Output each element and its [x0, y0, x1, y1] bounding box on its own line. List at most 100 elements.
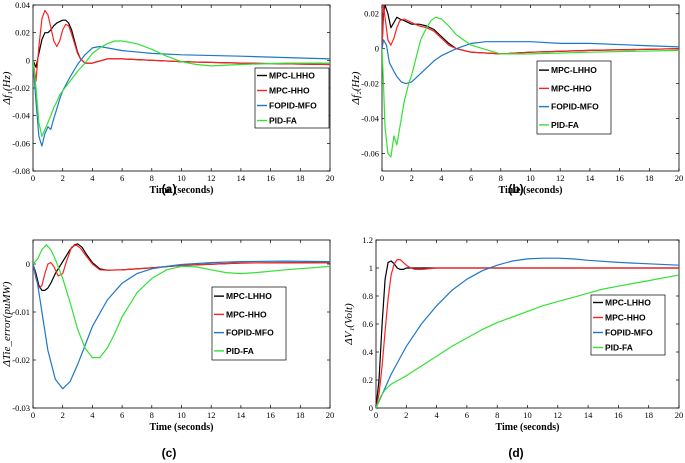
legend: MPC-LHHO MPC-HHO FOPID-MFO PID-FA	[536, 60, 612, 135]
x-tick-label: 4	[439, 173, 444, 183]
legend-label-mpc-lhho: MPC-LHHO	[551, 65, 597, 75]
x-tick-label: 16	[615, 173, 624, 183]
y-axis-label: Δf₂(Hz)	[350, 71, 362, 105]
x-tick-label: 8	[499, 173, 503, 183]
chart-panel-c: 0 2 4 6 8 10 12 14 16 18 20 0 -0.01 -0.02 -0.03 Time (s…	[1, 239, 335, 460]
x-tick-label: 4	[434, 410, 439, 420]
x-tick-label: 20	[326, 410, 335, 420]
legend-box	[590, 294, 666, 356]
x-tick-label: 2	[404, 410, 408, 420]
x-tick-label: 2	[410, 173, 414, 183]
y-axis-label: Δf₁(Hz)	[1, 71, 13, 105]
series-line-pid-fa	[382, 16, 679, 158]
y-axis-label: ΔV₁(Volt)	[343, 303, 355, 346]
legend-box	[211, 286, 287, 361]
legend-box	[536, 60, 612, 135]
y-tick-label: -0.02	[361, 79, 379, 89]
y-tick-label: -0.06	[12, 138, 30, 148]
y-tick-label: -0.02	[12, 83, 30, 93]
x-axis-label: Time (seconds)	[499, 185, 563, 196]
panel-caption: (d)	[508, 446, 523, 460]
y-tick-label: 0	[26, 259, 30, 269]
x-tick-label: 8	[150, 173, 154, 183]
series-line-mpc-hho	[376, 259, 679, 408]
x-tick-label: 8	[150, 410, 154, 420]
panel-caption: (a)	[162, 182, 177, 196]
chart-panel-d: 0 2 4 6 8 10 12 14 16 18 20 1.2 1 0.8 0.6 0.4 0.2 0 Time (…	[343, 235, 683, 460]
x-axis-label: Time (seconds)	[496, 422, 560, 433]
x-tick-label: 20	[675, 173, 684, 183]
x-tick-label: 6	[469, 173, 473, 183]
y-tick-label: 1.2	[362, 235, 373, 245]
legend-label-mpc-hho: MPC-HHO	[605, 313, 646, 323]
x-tick-label: 4	[90, 173, 95, 183]
y-tick-label: -0.04	[361, 114, 379, 124]
panel-caption: (b)	[508, 182, 523, 196]
series-line-pid-fa	[33, 40, 330, 137]
x-tick-label: 10	[177, 173, 186, 183]
x-tick-label: 0	[31, 410, 35, 420]
plot-area	[381, 4, 680, 172]
x-tick-label: 18	[644, 410, 653, 420]
series-line-fopid-mfo	[33, 45, 330, 147]
legend: MPC-LHHO MPC-HHO FOPID-MFO PID-FA	[211, 286, 287, 361]
legend-label-fopid-mfo: FOPID-MFO	[226, 328, 274, 338]
legend-label-mpc-hho: MPC-HHO	[226, 309, 267, 319]
legend-label-mpc-hho: MPC-HHO	[269, 86, 310, 96]
legend-label-mpc-lhho: MPC-LHHO	[226, 291, 272, 301]
series-line-pid-fa	[33, 244, 330, 359]
x-tick-label: 0	[380, 173, 384, 183]
x-tick-label: 14	[584, 410, 593, 420]
x-tick-label: 16	[266, 410, 275, 420]
y-tick-label: -0.03	[12, 403, 30, 413]
chart-panel-b: 0 2 4 6 8 10 12 14 16 18 20 0.02 0 -0.02 -0.04 -0.06 Tim…	[350, 4, 684, 196]
y-tick-label: -0.06	[361, 149, 379, 159]
x-tick-label: 6	[465, 410, 469, 420]
x-axis-label: Time (seconds)	[150, 422, 214, 433]
x-tick-label: 20	[326, 173, 335, 183]
y-tick-label: -0.04	[12, 111, 30, 121]
series-line-fopid-mfo	[33, 260, 330, 390]
series-line-pid-fa	[376, 274, 679, 408]
series-line-mpc-hho	[382, 5, 679, 55]
y-tick-label: 1	[369, 263, 373, 273]
legend-label-fopid-mfo: FOPID-MFO	[551, 102, 599, 112]
legend-label-pid-fa: PID-FA	[605, 343, 633, 353]
legend-label-pid-fa: PID-FA	[226, 346, 254, 356]
legend-label-fopid-mfo: FOPID-MFO	[269, 101, 317, 111]
x-tick-label: 16	[266, 173, 275, 183]
y-tick-label: 0	[26, 55, 30, 65]
x-tick-label: 14	[237, 410, 246, 420]
legend-label-pid-fa: PID-FA	[269, 116, 297, 126]
x-tick-label: 16	[614, 410, 623, 420]
series-line-fopid-mfo	[376, 257, 679, 408]
legend-box	[254, 67, 330, 129]
legend: MPC-LHHO MPC-HHO FOPID-MFO PID-FA	[590, 294, 666, 356]
x-tick-label: 6	[120, 173, 124, 183]
x-tick-label: 6	[120, 410, 124, 420]
series-line-fopid-mfo	[382, 39, 679, 85]
x-tick-label: 12	[556, 173, 565, 183]
y-tick-label: -0.08	[12, 166, 30, 176]
y-tick-label: -0.02	[12, 355, 30, 365]
y-tick-label: 0.02	[364, 9, 379, 19]
x-tick-label: 10	[523, 410, 532, 420]
x-tick-label: 18	[296, 410, 305, 420]
y-tick-label: 0.8	[362, 291, 373, 301]
legend: MPC-LHHO MPC-HHO FOPID-MFO PID-FA	[254, 67, 330, 129]
legend-label-pid-fa: PID-FA	[551, 120, 579, 130]
legend-label-fopid-mfo: FOPID-MFO	[605, 328, 653, 338]
x-tick-label: 0	[374, 410, 378, 420]
x-tick-label: 20	[675, 410, 684, 420]
x-tick-label: 10	[177, 410, 186, 420]
y-axis-label: ΔTie_error(puMW)	[1, 281, 13, 367]
legend-label-mpc-lhho: MPC-LHHO	[269, 71, 315, 81]
x-tick-label: 4	[90, 410, 95, 420]
x-axis-label: Time (seconds)	[150, 185, 214, 196]
y-tick-label: 0.04	[15, 0, 31, 10]
legend-label-mpc-lhho: MPC-LHHO	[605, 298, 651, 308]
x-tick-label: 14	[586, 173, 595, 183]
y-tick-label: 0.6	[362, 319, 373, 329]
y-tick-label: 0.4	[362, 347, 373, 357]
legend-label-mpc-hho: MPC-HHO	[551, 83, 592, 93]
